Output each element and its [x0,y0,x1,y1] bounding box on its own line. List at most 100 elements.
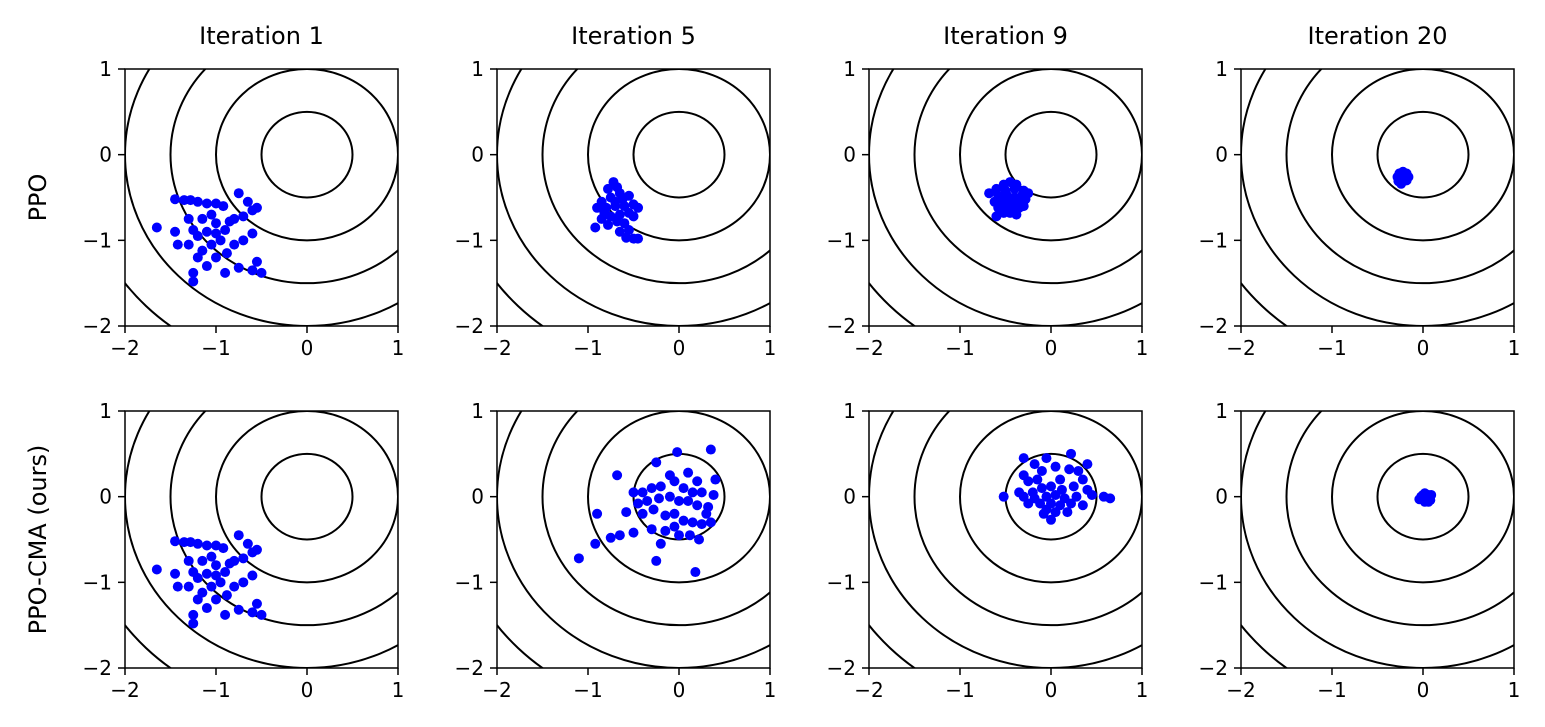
data-point [590,538,601,549]
data-point [705,517,716,528]
data-point [201,261,212,272]
y-tick-label: 1 [843,57,856,81]
data-point [655,538,666,549]
data-point [242,538,253,549]
contour-ring [1376,110,1470,199]
x-tick-label: 1 [764,678,777,702]
axes-frame [868,68,1143,327]
data-point [1073,465,1084,476]
axes-frame [124,410,399,669]
y-tick-label: −2 [827,314,856,338]
data-point [211,560,221,571]
data-point [201,226,212,237]
data-point [590,222,601,233]
data-point [221,590,232,601]
data-point [183,213,194,224]
data-point [206,209,217,220]
data-point [684,530,695,541]
data-point [192,538,203,549]
contour-ring [959,411,1142,584]
y-tick-label: −1 [1199,570,1228,594]
y-tick-label: 0 [471,143,484,167]
x-tick-label: −2 [482,678,511,702]
points-group [1414,488,1437,507]
x-tick-label: 0 [1417,678,1430,702]
data-point [233,262,244,273]
data-point [224,216,235,227]
data-point [206,551,217,562]
y-tick-label: 1 [99,399,112,423]
data-point [1035,498,1046,509]
data-point [229,239,240,250]
data-point [233,604,244,615]
data-point [696,519,707,530]
data-point [201,603,212,614]
y-tick-label: 1 [1215,57,1228,81]
data-point [690,567,701,578]
data-point [573,553,584,564]
panel-ppo-cma-iteration-9: −2 −1 0 1 1 0 −1 −2 [827,399,1149,702]
y-tick-label: −2 [1199,656,1228,680]
x-tick-label: 0 [301,678,314,702]
x-tick-label: 1 [1136,678,1149,702]
points-group [573,444,721,578]
y-tick-label: −2 [1199,314,1228,338]
data-point [172,581,183,592]
contour-ring [959,69,1142,242]
contour-ring [1004,110,1098,199]
y-tick-label: −1 [827,228,856,252]
data-point [151,222,162,233]
x-tick-label: −1 [1317,336,1346,360]
data-point [696,487,707,498]
data-point [612,470,623,481]
data-point [1032,474,1043,485]
data-point [251,256,262,267]
y-tick-label: −2 [455,314,484,338]
contour-ring [1285,69,1514,285]
x-tick-label: 1 [1508,678,1521,702]
data-point [633,233,644,244]
data-point [1068,481,1079,492]
data-point [1023,476,1034,487]
data-point [170,226,181,237]
data-point [238,577,249,588]
data-point [623,225,634,236]
data-point [188,267,199,278]
data-point [710,474,721,485]
data-point [1009,183,1020,194]
data-point [603,219,614,230]
x-tick-label: −2 [1226,336,1255,360]
data-point [623,190,634,201]
y-tick-label: 1 [843,399,856,423]
data-point [229,581,240,592]
y-tick-label: 1 [1215,399,1228,423]
data-point [633,498,644,509]
data-point [1002,199,1013,210]
data-point [221,248,232,259]
data-point [247,607,258,618]
data-point [238,211,249,222]
x-tick-label: −2 [482,336,511,360]
data-point [998,491,1009,502]
panel-ppo-cma-iteration-5: −2 −1 0 1 1 0 −1 −2 [455,399,777,702]
data-point [603,183,614,194]
data-point [1038,508,1049,519]
data-point [218,543,229,554]
data-point [683,495,694,506]
data-point [628,527,639,538]
contour-ring [1376,452,1470,541]
data-point [1018,453,1029,464]
data-point [651,555,662,566]
data-point [705,444,716,455]
y-tick-label: 0 [843,485,856,509]
y-tick-label: −1 [83,570,112,594]
data-point [242,196,253,207]
data-point [621,232,632,243]
data-point [233,188,244,199]
data-point [218,201,229,212]
data-point [211,594,221,605]
x-tick-label: −1 [201,336,230,360]
data-point [1077,474,1088,485]
data-point [674,495,684,506]
data-point [669,476,680,487]
